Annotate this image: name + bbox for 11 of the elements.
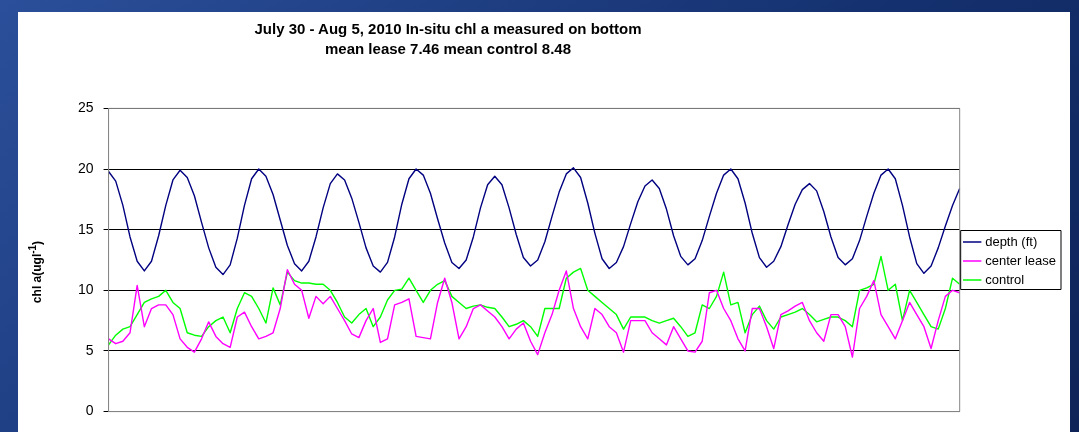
y-tick-label: 5	[85, 341, 94, 358]
chart-subtitle: mean lease 7.46 mean control 8.48	[324, 40, 572, 57]
legend-label: depth (ft)	[985, 233, 1038, 249]
chart-title: July 30 - Aug 5, 2010 In-situ chl a measured on bottom	[253, 20, 643, 37]
y-tick-label: 20	[77, 159, 94, 176]
legend-label: control	[985, 271, 1025, 287]
legend-label: center lease	[985, 252, 1057, 268]
y-tick-label: 15	[77, 220, 94, 237]
y-tick-label: 10	[77, 281, 94, 298]
y-tick-label: 25	[77, 99, 94, 116]
y-tick-label: 0	[85, 402, 94, 419]
